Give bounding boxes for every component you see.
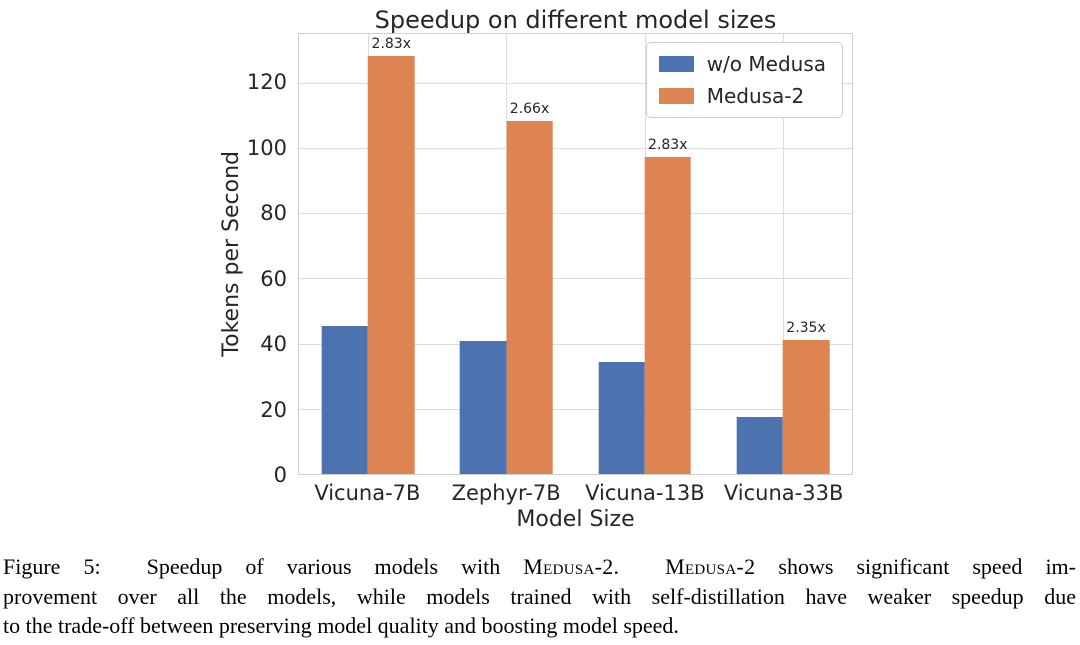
bar-group: 2.66x: [437, 34, 575, 474]
legend-swatch-blue: [658, 56, 694, 72]
plot-area: 2.83x 2.66x 2.83x 2.35x w/o Medusa Medusa-2: [298, 33, 853, 475]
caption-line-3: to the trade-off between preserving mode…: [3, 613, 679, 638]
legend: w/o Medusa Medusa-2: [645, 42, 843, 118]
caption-smallcaps: Medusa-2: [523, 554, 614, 579]
caption-text: .: [613, 554, 666, 579]
bars-layer: 2.83x 2.66x 2.83x 2.35x: [299, 34, 852, 474]
y-tick-label: 40: [260, 332, 287, 357]
bar-group: 2.35x: [714, 34, 852, 474]
y-tick-label: 60: [260, 266, 287, 291]
caption-text: shows significant speed im-: [755, 554, 1076, 579]
bar-pair: 2.83x: [598, 34, 691, 474]
legend-row: Medusa-2: [658, 84, 826, 108]
y-tick-label: 100: [246, 135, 287, 160]
bar-group: 2.83x: [299, 34, 437, 474]
bar-pair: 2.83x: [321, 34, 415, 474]
bar: [598, 361, 645, 474]
x-tick-label: Vicuna-13B: [585, 481, 705, 505]
bar-slot: 2.35x: [782, 34, 830, 474]
vertical-gridline: [782, 34, 784, 474]
x-tick-label: Vicuna-7B: [314, 481, 421, 505]
horizontal-gridline: [299, 408, 852, 410]
legend-label: w/o Medusa: [706, 52, 826, 76]
horizontal-gridline: [299, 278, 852, 280]
bar-pair: 2.66x: [460, 34, 553, 474]
y-axis-ticks: 0 20 40 60 80 100 120: [200, 33, 287, 487]
figure-5: Speedup on different model sizes Tokens …: [200, 6, 853, 532]
caption-text: Figure 5: Speedup of various models with: [3, 554, 524, 579]
legend-row: w/o Medusa: [658, 52, 826, 76]
bar: [736, 416, 783, 474]
bar: [368, 55, 415, 474]
speedup-annotation: 2.83x: [371, 35, 412, 52]
bar-slot: [460, 34, 507, 474]
speedup-annotation: 2.83x: [648, 136, 688, 153]
x-axis-label: Model Size: [516, 507, 635, 532]
caption-line-1: Figure 5: Speedup of various models with…: [3, 552, 1076, 582]
bar: [460, 341, 507, 474]
horizontal-gridline: [299, 213, 852, 215]
bar: [644, 156, 691, 474]
x-tick-label: Vicuna-33B: [723, 481, 844, 505]
bar-slot: 2.83x: [368, 34, 415, 474]
y-tick-label: 20: [260, 397, 287, 422]
bar-slot: 2.83x: [644, 34, 691, 474]
x-tick-label: Zephyr-7B: [451, 481, 561, 505]
horizontal-gridline: [299, 148, 852, 150]
legend-label: Medusa-2: [706, 84, 805, 108]
bar-slot: [598, 34, 645, 474]
bar-group: 2.83x: [576, 34, 714, 474]
speedup-annotation: 2.35x: [786, 319, 826, 336]
speedup-annotation: 2.66x: [509, 101, 550, 118]
bar: [321, 326, 369, 474]
bar-slot: [736, 34, 783, 474]
caption-line-2: provement over all the models, while mod…: [3, 583, 1076, 609]
legend-swatch-orange: [658, 88, 694, 104]
bar: [782, 339, 830, 474]
bar-pair: 2.35x: [736, 34, 830, 474]
bar: [506, 121, 553, 474]
horizontal-gridline: [299, 82, 852, 84]
bar-slot: [321, 34, 369, 474]
x-axis-ticks: Vicuna-7B Zephyr-7B Vicuna-13B Vicuna-33B: [298, 481, 853, 505]
bar-slot: 2.66x: [506, 34, 553, 474]
figure-caption: Figure 5: Speedup of various models with…: [3, 552, 1076, 641]
horizontal-gridline: [299, 343, 852, 345]
y-tick-label: 120: [246, 70, 287, 95]
y-tick-label: 0: [273, 463, 287, 487]
caption-smallcaps: Medusa-2: [665, 554, 756, 579]
y-tick-label: 80: [260, 201, 287, 226]
chart-title: Speedup on different model sizes: [374, 6, 777, 34]
